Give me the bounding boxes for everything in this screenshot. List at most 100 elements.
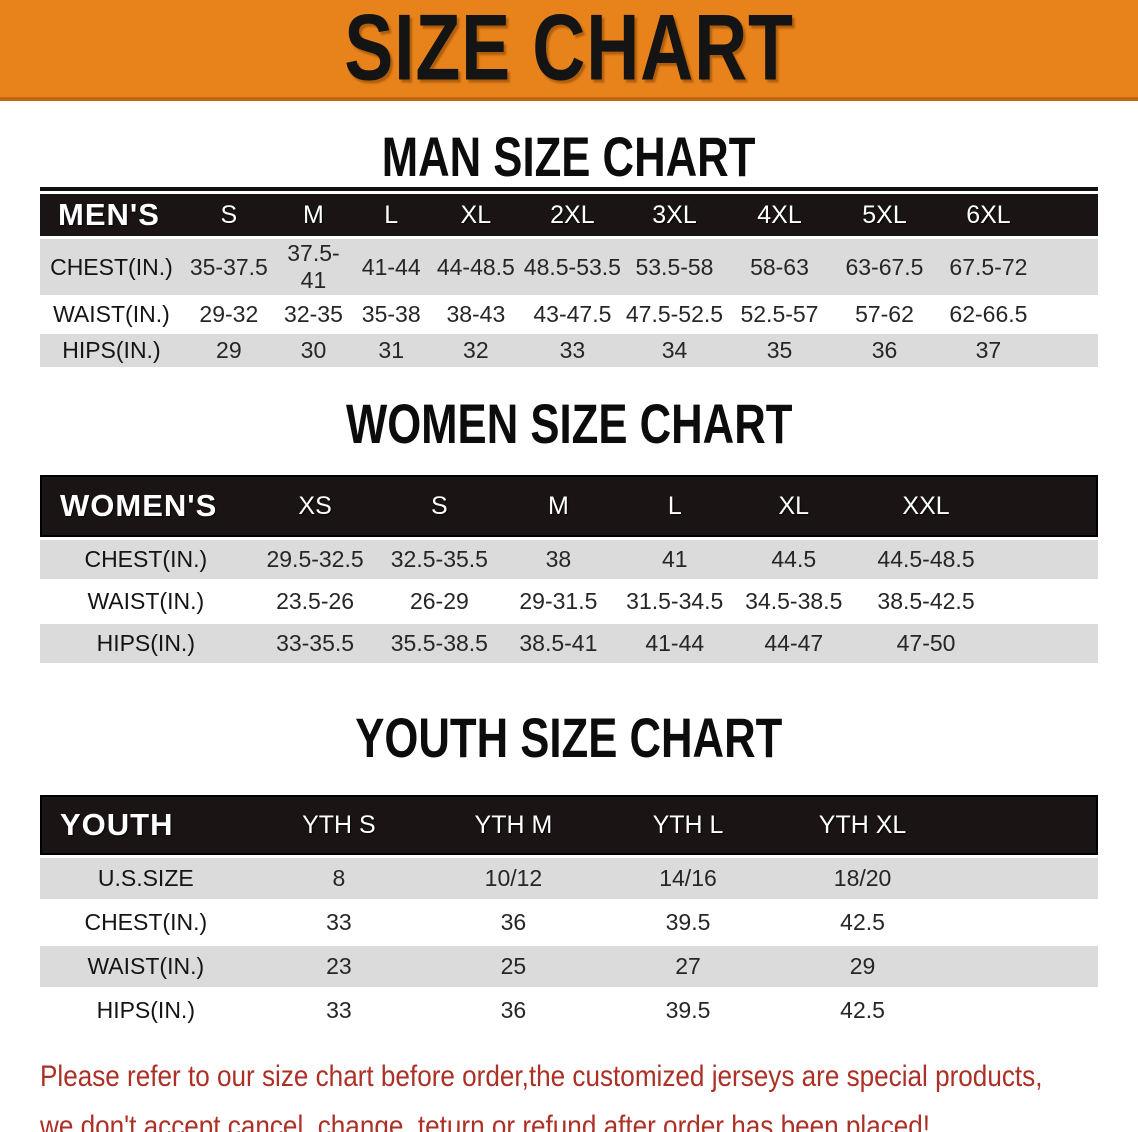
size-cell: 23 [251,946,427,987]
size-cell: 44-48.5 [430,239,522,295]
table-row: U.S.SIZE 8 10/12 14/16 18/20 [40,858,1098,899]
size-cell: 30 [274,334,353,367]
size-cell: 36 [833,334,936,367]
size-cell: 42.5 [775,902,950,943]
size-cell: 10/12 [426,858,601,899]
size-cell: 58-63 [725,239,834,295]
row-spacer [949,902,1098,943]
women-size-chart-title: WOMEN SIZE CHART [0,391,1138,455]
size-cell: 37.5-41 [274,239,353,295]
size-cell: 41-44 [616,624,733,663]
size-cell: 36 [426,990,601,1031]
table-row: CHEST(IN.) 33 36 39.5 42.5 [40,902,1098,943]
size-cell: 33 [251,990,427,1031]
size-cell: 47.5-52.5 [623,298,726,331]
size-cell: 29-31.5 [500,582,617,621]
row-spacer [997,582,1098,621]
youth-size-table-wrap: YOUTH YTH S YTH M YTH L YTH XL U.S.SIZE 8 10/12… [40,792,1098,1034]
row-label: CHEST(IN.) [40,239,183,295]
size-cell: 38-43 [430,298,522,331]
table-row: WAIST(IN.) 23 25 27 29 [40,946,1098,987]
size-cell: 41 [616,540,733,579]
size-cell: 36 [426,902,601,943]
size-cell: 29 [182,334,275,367]
row-label: WAIST(IN.) [40,298,183,331]
row-spacer [949,946,1098,987]
man-size-chart-title-text: MAN SIZE CHART [382,124,756,188]
man-size-chart-title: MAN SIZE CHART [0,124,1138,188]
size-cell: 35.5-38.5 [378,624,501,663]
size-cell: 34 [623,334,726,367]
row-spacer [1041,298,1098,331]
table-header-label: WOMEN'S [40,475,252,537]
header-spacer [1041,194,1098,236]
row-label: CHEST(IN.) [40,540,252,579]
size-column-header: 2XL [521,194,624,236]
row-spacer [1041,239,1098,295]
size-cell: 33 [521,334,624,367]
size-chart-banner: SIZE CHART [0,0,1138,101]
size-cell: 33-35.5 [251,624,379,663]
table-row: WAIST(IN.) 29-32 32-35 35-38 38-43 43-47.5 47.… [40,298,1098,331]
size-cell: 44.5 [732,540,855,579]
man-size-table-wrap: MEN'S S M L XL 2XL 3XL 4XL 5XL 6XL CHEST(IN.) 35-37… [40,187,1098,370]
size-column-header: YTH L [600,795,776,855]
size-cell: 18/20 [775,858,950,899]
women-size-table-wrap: WOMEN'S XS S M L XL XXL CHEST(IN.) 29.5-32.5 32.5… [40,472,1098,666]
size-cell: 47-50 [854,624,998,663]
size-column-header: S [182,194,275,236]
size-cell: 57-62 [833,298,936,331]
size-column-header: XS [251,475,379,537]
size-cell: 31.5-34.5 [616,582,733,621]
size-column-header: 5XL [833,194,936,236]
women-size-section: WOMEN'S XS S M L XL XXL CHEST(IN.) 29.5-32.5 32.5… [40,472,1098,666]
size-cell: 34.5-38.5 [732,582,855,621]
size-column-header: XL [430,194,522,236]
youth-size-table: YOUTH YTH S YTH M YTH L YTH XL U.S.SIZE 8 10/12… [40,792,1098,1034]
size-cell: 23.5-26 [251,582,379,621]
row-label: U.S.SIZE [40,858,252,899]
size-cell: 43-47.5 [521,298,624,331]
size-cell: 39.5 [600,902,776,943]
size-column-header: YTH XL [775,795,950,855]
size-cell: 8 [251,858,427,899]
size-column-header: L [352,194,431,236]
row-spacer [949,990,1098,1031]
size-table-header-row: MEN'S S M L XL 2XL 3XL 4XL 5XL 6XL [40,194,1098,236]
row-spacer [997,624,1098,663]
size-column-header: M [274,194,353,236]
size-cell: 35-37.5 [182,239,275,295]
row-label: WAIST(IN.) [40,582,252,621]
size-cell: 14/16 [600,858,776,899]
size-cell: 42.5 [775,990,950,1031]
size-cell: 27 [600,946,776,987]
women-size-chart-title-text: WOMEN SIZE CHART [345,391,793,455]
size-table-header-row: WOMEN'S XS S M L XL XXL [40,475,1098,537]
size-column-header: YTH S [251,795,427,855]
size-cell: 29.5-32.5 [251,540,379,579]
size-cell: 52.5-57 [725,298,834,331]
size-cell: 39.5 [600,990,776,1031]
header-spacer [949,795,1098,855]
size-cell: 32.5-35.5 [378,540,501,579]
table-row: HIPS(IN.) 29 30 31 32 33 34 35 36 37 [40,334,1098,367]
size-cell: 32 [430,334,522,367]
row-label: WAIST(IN.) [40,946,252,987]
row-spacer [949,858,1098,899]
size-column-header: XXL [854,475,998,537]
disclaimer-line-1: Please refer to our size chart before or… [40,1060,1043,1093]
youth-size-chart-title: YOUTH SIZE CHART [0,706,1138,769]
size-cell: 38.5-41 [500,624,617,663]
size-column-header: L [616,475,733,537]
size-column-header: S [378,475,501,537]
size-cell: 48.5-53.5 [521,239,624,295]
size-cell: 44-47 [732,624,855,663]
man-size-table: MEN'S S M L XL 2XL 3XL 4XL 5XL 6XL CHEST(IN.) 35-37… [40,187,1098,370]
size-column-header: 6XL [935,194,1042,236]
row-label: HIPS(IN.) [40,624,252,663]
size-cell: 35 [725,334,834,367]
table-header-label: MEN'S [40,194,183,236]
size-cell: 35-38 [352,298,431,331]
size-column-header: YTH M [426,795,601,855]
size-table-header-row: YOUTH YTH S YTH M YTH L YTH XL [40,795,1098,855]
